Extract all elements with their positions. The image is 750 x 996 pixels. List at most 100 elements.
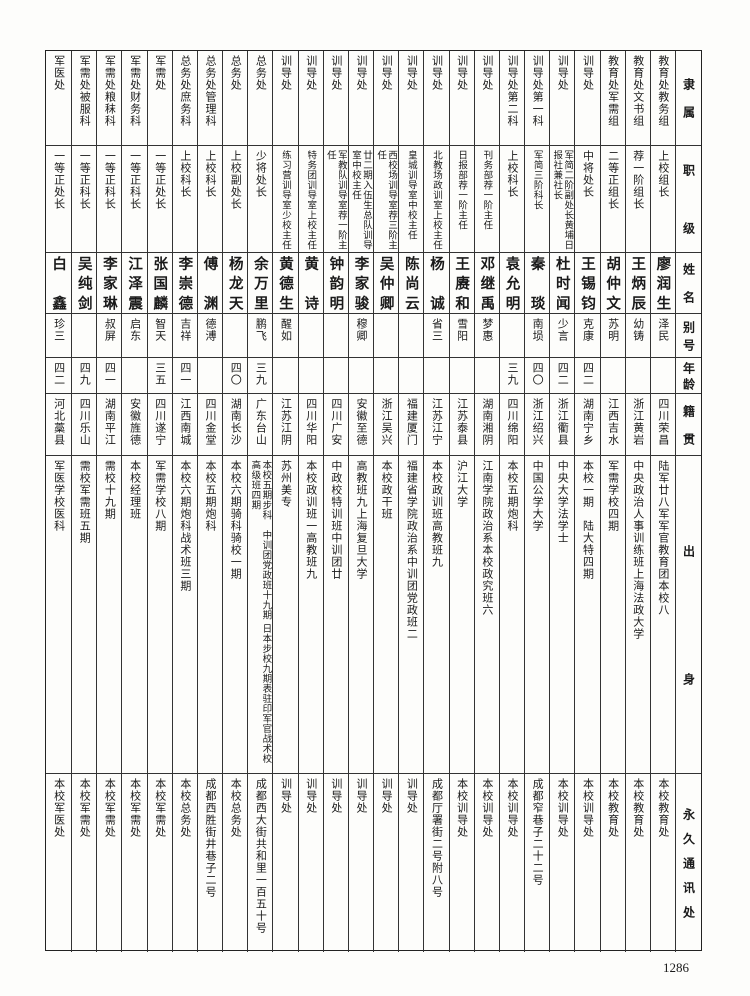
name-text: 吴纯剑 — [75, 256, 93, 310]
origin-text: 江苏泰县 — [455, 398, 469, 446]
address-cell: 训导处 — [299, 774, 323, 952]
address-cell: 成都窄巷子二十二号 — [525, 774, 549, 952]
background-text: 本校五期步科 中训团党政班十九期 日本步校九期表驻印军官战术校高级班四期 — [249, 460, 272, 764]
name-text: 王炳辰 — [629, 256, 647, 310]
unit-cell: 军需处粮秣科 — [97, 51, 122, 146]
header-label: 职级 — [681, 164, 696, 234]
alias-text: 幼铸 — [631, 318, 645, 342]
age-cell: 四二 — [575, 358, 600, 394]
origin-cell: 浙江黄岩 — [625, 394, 650, 456]
background-text: 苏州美专 — [279, 460, 293, 508]
origin-cell: 江苏江宁 — [424, 394, 449, 456]
rank-cell: 上校科长 — [197, 146, 223, 253]
unit-cell: 训导处 — [323, 51, 348, 146]
age-text: 四二 — [581, 362, 595, 386]
background-text: 福建省学院政治系中训团党政班二 — [405, 460, 419, 640]
age-text: 四〇 — [531, 362, 545, 386]
rank-text: 北教场政训室上校主任 — [430, 150, 442, 250]
name-text: 白鑫 — [50, 256, 68, 310]
alias-text: 启东 — [128, 318, 142, 342]
address-text: 本校军医处 — [52, 778, 66, 838]
unit-cell: 训导处 — [449, 51, 474, 146]
background-cell: 本校一期 陆大特四期 — [575, 456, 600, 774]
name-text: 傅渊 — [201, 256, 219, 310]
alias-cell: 克康 — [575, 314, 600, 358]
rank-cell: 少将处长 — [248, 146, 273, 253]
unit-cell: 军需处 — [147, 51, 172, 146]
unit-cell: 训导处第一科 — [525, 51, 550, 146]
background-cell: 中国公学大学 — [525, 456, 550, 774]
background-cell: 本校六期骑科骑校一期 — [223, 456, 248, 774]
alias-cell — [298, 314, 323, 358]
age-cell — [474, 358, 499, 394]
address-text: 训导处 — [355, 778, 368, 814]
alias-text: 雪阳 — [455, 318, 469, 342]
origin-cell: 四川乐山 — [72, 394, 97, 456]
alias-cell: 叔屏 — [97, 314, 122, 358]
rank-cell: 一等正科长 — [97, 146, 122, 253]
table-row: 教育处教务组 上校组长 廖润生 泽民 四川荣昌 陆军廿八军军官教育团本校八 本校教育处 — [649, 51, 675, 952]
age-cell: 四〇 — [525, 358, 550, 394]
origin-text: 四川广安 — [329, 398, 343, 446]
alias-text: 南埙 — [531, 318, 545, 342]
address-cell: 训导处 — [324, 774, 348, 952]
address-cell: 本校教育处 — [626, 774, 650, 952]
unit-text: 训导处 — [279, 55, 293, 91]
rank-text: 上校组长 — [656, 150, 670, 198]
name-text: 陈尚云 — [402, 256, 420, 310]
origin-text: 江西南城 — [178, 398, 192, 446]
background-cell: 江南学院政治系本校政究班六 — [474, 456, 499, 774]
address-text: 本校总务处 — [229, 778, 243, 838]
rank-cell: 军简二阶副处长黄埔日报社兼社长 — [550, 146, 575, 253]
name-cell: 傅渊 — [197, 253, 223, 314]
origin-cell: 江西吉水 — [600, 394, 625, 456]
background-text: 中国公学大学 — [531, 460, 545, 532]
unit-cell: 训导处 — [424, 51, 449, 146]
alias-text: 梦惠 — [480, 318, 494, 342]
age-text: 四一 — [178, 362, 192, 386]
unit-cell: 教育处教务组 — [650, 51, 675, 146]
alias-cell: 南埙 — [525, 314, 550, 358]
age-cell — [374, 358, 399, 394]
age-cell — [197, 358, 223, 394]
background-text: 军需学校八期 — [153, 460, 167, 532]
name-text: 江泽震 — [126, 256, 144, 310]
rank-text: 一等正处长 — [153, 150, 167, 210]
address-text: 本校训导处 — [556, 778, 570, 838]
name-text: 李崇德 — [176, 256, 194, 310]
table-row: 训导处 北教场政训室上校主任 杨诚 省三 江苏江宁 本校政训班高教班九 成都厅署街二号附八号 — [423, 51, 449, 952]
unit-text: 军需处 — [153, 55, 167, 91]
address-cell: 本校训导处 — [475, 774, 499, 952]
rank-cell: 日报部荐一阶主任 — [449, 146, 474, 253]
rank-text: 一等正科长 — [128, 150, 142, 210]
origin-text: 浙江衢县 — [556, 398, 570, 446]
alias-cell: 醒如 — [273, 314, 298, 358]
unit-text: 军需处粮秣科 — [103, 55, 117, 127]
origin-text: 四川金堂 — [204, 398, 218, 446]
background-text: 军医学校医科 — [52, 460, 66, 532]
unit-cell: 训导处 — [374, 51, 399, 146]
origin-text: 四川绵阳 — [505, 398, 519, 446]
origin-text: 湖南平江 — [103, 398, 117, 446]
origin-text: 四川荣昌 — [656, 398, 670, 446]
background-cell: 军需学校四期 — [600, 456, 625, 774]
alias-cell: 泽民 — [650, 314, 675, 358]
rank-cell: 练习营训导室少校主任 — [273, 146, 298, 253]
address-cell: 成都西胜街井巷子二号 — [198, 774, 222, 952]
age-cell — [449, 358, 474, 394]
background-text: 本校五期炮科 — [505, 460, 519, 532]
origin-cell: 广东台山 — [248, 394, 273, 456]
rank-cell: 西校场训导室荐三阶主任 — [374, 146, 399, 253]
origin-cell: 安徽至德 — [348, 394, 374, 456]
origin-cell: 湖南湘阴 — [474, 394, 499, 456]
unit-cell: 教育处军需组 — [600, 51, 625, 146]
origin-cell: 安徽旌德 — [122, 394, 147, 456]
name-text: 黄德生 — [277, 256, 295, 310]
address-cell: 本校军需处 — [148, 774, 172, 952]
address-text: 本校教育处 — [631, 778, 645, 838]
rank-cell: 一等正处长 — [46, 146, 72, 253]
age-cell — [625, 358, 650, 394]
rank-text: 练习营训导室少校主任 — [280, 150, 292, 250]
address-text: 训导处 — [279, 778, 293, 814]
background-cell: 本校政干班 — [374, 456, 399, 774]
